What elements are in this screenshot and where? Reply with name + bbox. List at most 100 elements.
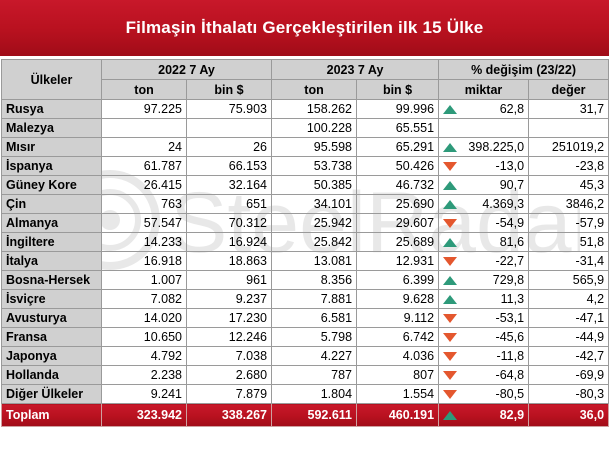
quantity-change-value: 82,9 — [499, 408, 525, 422]
usd-2023-cell: 25.689 — [356, 232, 440, 252]
usd-2022-cell: 32.164 — [185, 175, 273, 195]
quantity-change-value: -45,6 — [495, 330, 525, 344]
quantity-change-value: -80,5 — [495, 387, 525, 401]
quantity-change-value: -22,7 — [495, 254, 525, 268]
usd-2023-cell: 6.742 — [356, 327, 440, 347]
header-usd-2022: bin $ — [185, 79, 273, 100]
trend-up-icon — [443, 142, 458, 152]
usd-2023-cell: 460.191 — [356, 403, 440, 427]
usd-2023-cell: 4.036 — [356, 346, 440, 366]
table-row: Rusya 97.225 75.903 158.262 99.996 62,8 31,7 — [1, 99, 609, 119]
country-name: Güney Kore — [1, 175, 102, 195]
quantity-change-cell: 4.369,3 — [438, 194, 530, 214]
quantity-change-cell: -13,0 — [438, 156, 530, 176]
value-change-cell: 4,2 — [528, 289, 609, 309]
ton-2022-cell: 763 — [101, 194, 187, 214]
total-row: Toplam 323.942 338.267 592.611 460.191 82,9 36… — [1, 403, 609, 427]
quantity-change-cell: 82,9 — [438, 403, 530, 427]
quantity-change-value: -54,9 — [495, 216, 525, 230]
table-row: Hollanda 2.238 2.680 787 807 -64,8 -69,9 — [1, 365, 609, 385]
ton-2022-cell: 9.241 — [101, 384, 187, 404]
ton-2022-cell: 57.547 — [101, 213, 187, 233]
usd-2022-cell: 75.903 — [185, 99, 273, 119]
ton-2023-cell: 158.262 — [271, 99, 358, 119]
trend-up-icon — [443, 180, 458, 190]
ton-2023-cell: 787 — [271, 365, 358, 385]
header-usd-2023: bin $ — [356, 79, 440, 100]
usd-2022-cell: 17.230 — [185, 308, 273, 328]
trend-down-icon — [443, 256, 458, 266]
table-row: İsviçre 7.082 9.237 7.881 9.628 11,3 4,2 — [1, 289, 609, 309]
usd-2022-cell: 961 — [185, 270, 273, 290]
usd-2023-cell: 65.551 — [356, 118, 440, 138]
table-row: Diğer Ülkeler 9.241 7.879 1.804 1.554 -80,5 -8… — [1, 384, 609, 404]
country-name: Çin — [1, 194, 102, 214]
ton-2022-cell: 14.233 — [101, 232, 187, 252]
quantity-change-value: 729,8 — [492, 273, 525, 287]
quantity-change-cell: 729,8 — [438, 270, 530, 290]
usd-2023-cell: 1.554 — [356, 384, 440, 404]
header-value: değer — [528, 79, 609, 100]
value-change-cell: 51,8 — [528, 232, 609, 252]
table-row: İtalya 16.918 18.863 13.081 12.931 -22,7 -31,4 — [1, 251, 609, 271]
ton-2022-cell: 26.415 — [101, 175, 187, 195]
country-name: Avusturya — [1, 308, 102, 328]
table-row: Mısır 24 26 95.598 65.291 398.225,0 251019,2 — [1, 137, 609, 157]
usd-2022-cell: 7.879 — [185, 384, 273, 404]
quantity-change-cell: -80,5 — [438, 384, 530, 404]
ton-2023-cell: 8.356 — [271, 270, 358, 290]
usd-2023-cell: 9.112 — [356, 308, 440, 328]
quantity-change-value: -11,8 — [496, 349, 525, 363]
quantity-change-cell: -54,9 — [438, 213, 530, 233]
trend-down-icon — [443, 332, 458, 342]
country-name: Toplam — [1, 403, 102, 427]
ton-2023-cell: 4.227 — [271, 346, 358, 366]
country-name: Hollanda — [1, 365, 102, 385]
value-change-cell: 36,0 — [528, 403, 609, 427]
value-change-cell: -23,8 — [528, 156, 609, 176]
country-name: İngiltere — [1, 232, 102, 252]
header-change: % değişim (23/22) — [438, 59, 609, 80]
usd-2022-cell: 26 — [185, 137, 273, 157]
quantity-change-value: 90,7 — [499, 178, 525, 192]
usd-2022-cell: 70.312 — [185, 213, 273, 233]
ton-2023-cell: 5.798 — [271, 327, 358, 347]
ton-2023-cell: 100.228 — [271, 118, 358, 138]
ton-2022-cell — [101, 118, 187, 138]
trend-down-icon — [443, 389, 458, 399]
usd-2022-cell: 66.153 — [185, 156, 273, 176]
value-change-cell: -31,4 — [528, 251, 609, 271]
ton-2023-cell: 6.581 — [271, 308, 358, 328]
ton-2022-cell: 24 — [101, 137, 187, 157]
header-ton-2022: ton — [101, 79, 187, 100]
quantity-change-cell: 398.225,0 — [438, 137, 530, 157]
value-change-cell: -42,7 — [528, 346, 609, 366]
ton-2023-cell: 25.942 — [271, 213, 358, 233]
quantity-change-value: -13,0 — [495, 159, 525, 173]
ton-2023-cell: 592.611 — [271, 403, 358, 427]
ton-2023-cell: 1.804 — [271, 384, 358, 404]
country-name: Rusya — [1, 99, 102, 119]
trend-down-icon — [443, 218, 458, 228]
table-row: İngiltere 14.233 16.924 25.842 25.689 81,6 51,… — [1, 232, 609, 252]
trend-up-icon — [443, 199, 458, 209]
table-row: Japonya 4.792 7.038 4.227 4.036 -11,8 -42,7 — [1, 346, 609, 366]
country-name: Fransa — [1, 327, 102, 347]
quantity-change-value: -53,1 — [495, 311, 525, 325]
value-change-cell: 251019,2 — [528, 137, 609, 157]
ton-2023-cell: 7.881 — [271, 289, 358, 309]
ton-2022-cell: 97.225 — [101, 99, 187, 119]
ton-2022-cell: 2.238 — [101, 365, 187, 385]
quantity-change-cell: -64,8 — [438, 365, 530, 385]
usd-2023-cell: 25.690 — [356, 194, 440, 214]
table-row: Bosna-Hersek 1.007 961 8.356 6.399 729,8 565,9 — [1, 270, 609, 290]
usd-2023-cell: 9.628 — [356, 289, 440, 309]
quantity-change-cell: -45,6 — [438, 327, 530, 347]
value-change-cell: 3846,2 — [528, 194, 609, 214]
quantity-change-cell: 62,8 — [438, 99, 530, 119]
quantity-change-value: -64,8 — [495, 368, 525, 382]
title-bar: Filmaşin İthalatı Gerçekleştirilen ilk 1… — [0, 0, 609, 56]
header-quantity: miktar — [438, 79, 530, 100]
quantity-change-value: 398.225,0 — [468, 140, 525, 154]
usd-2023-cell: 807 — [356, 365, 440, 385]
